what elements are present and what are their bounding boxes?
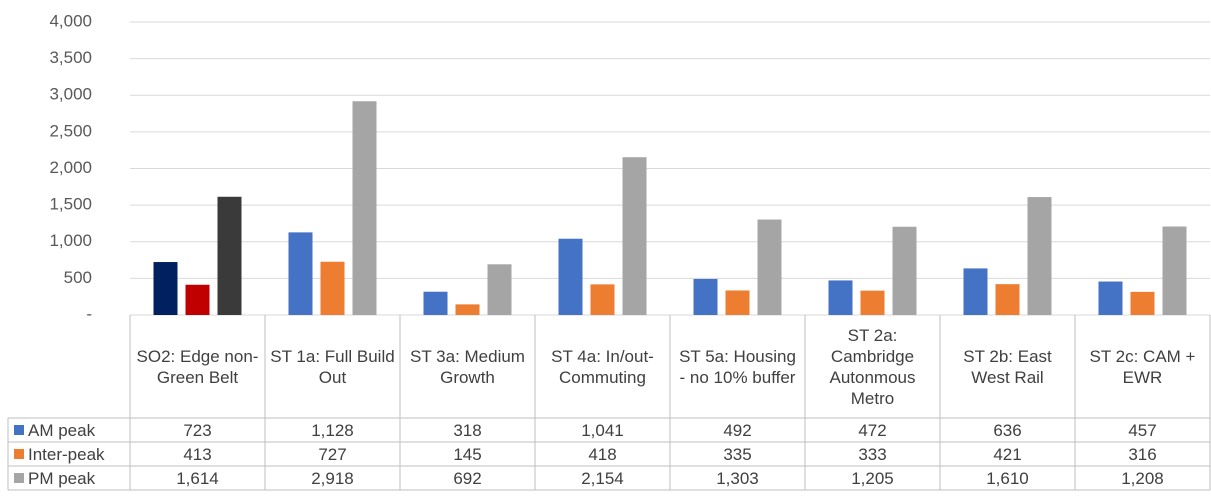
value-cell: 1,303 (716, 468, 759, 488)
bar (153, 262, 178, 315)
value-cell: 145 (453, 444, 482, 464)
bar (828, 280, 853, 315)
bar (1162, 226, 1187, 315)
legend-entry: PM peak (8, 466, 130, 490)
category-header: SO2: Edge non-Green Belt (136, 346, 259, 387)
category-header: ST 4a: In/out-Commuting (551, 346, 654, 387)
y-tick-label: 3,000 (49, 85, 92, 104)
category-header: ST 2a: Cambridge Autonmous Metro (829, 325, 916, 408)
legend-key (14, 425, 24, 435)
legend-label: PM peak (28, 468, 96, 488)
value-cell: 1,614 (176, 468, 219, 488)
bar (487, 264, 512, 315)
value-cell: 457 (1128, 420, 1157, 440)
bar (352, 101, 377, 315)
category-header: ST 2b: East West Rail (963, 346, 1052, 387)
y-tick-label: 3,500 (49, 48, 92, 67)
legend-label: Inter-peak (28, 444, 105, 464)
bar (288, 232, 313, 315)
value-cell: 492 (723, 420, 752, 440)
bar (217, 196, 242, 315)
value-cell: 1,205 (851, 468, 894, 488)
bar (860, 290, 885, 315)
category-header: ST 2c: CAM + EWR (1089, 346, 1196, 387)
value-cell: 318 (453, 420, 482, 440)
value-cell: 418 (588, 444, 617, 464)
category-header: ST 3a: Medium Growth (410, 346, 525, 387)
legend-key (14, 473, 24, 483)
value-cell: 333 (858, 444, 887, 464)
legend-key (14, 449, 24, 459)
legend-entry: Inter-peak (8, 442, 130, 466)
value-cell: 335 (723, 444, 752, 464)
y-tick-label: - (86, 304, 92, 323)
value-cell: 316 (1128, 444, 1157, 464)
bar (590, 284, 615, 315)
value-cell: 636 (993, 420, 1022, 440)
bar (320, 261, 345, 315)
bar (1130, 291, 1155, 315)
bar (558, 238, 583, 315)
value-cell: 2,154 (581, 468, 624, 488)
bar (455, 304, 480, 315)
bar (1027, 197, 1052, 315)
bar (423, 291, 448, 315)
bar (963, 268, 988, 315)
y-tick-label: 2,000 (49, 158, 92, 177)
y-tick-label: 4,000 (49, 11, 92, 30)
bar (757, 219, 782, 315)
legend-label: AM peak (28, 420, 96, 440)
bar (693, 278, 718, 315)
value-cell: 421 (993, 444, 1022, 464)
value-cell: 723 (183, 420, 212, 440)
value-cell: 1,128 (311, 420, 354, 440)
value-cell: 2,918 (311, 468, 354, 488)
y-tick-label: 500 (64, 268, 92, 287)
category-header: ST 5a: Housing - no 10% buffer (679, 346, 796, 387)
y-tick-label: 2,500 (49, 121, 92, 140)
y-tick-label: 1,000 (49, 231, 92, 250)
value-cell: 1,208 (1121, 468, 1164, 488)
value-cell: 727 (318, 444, 347, 464)
category-header: ST 1a: Full Build Out (270, 346, 395, 387)
bar (1098, 281, 1123, 315)
value-cell: 1,041 (581, 420, 624, 440)
bar (185, 284, 210, 315)
value-cell: 413 (183, 444, 212, 464)
legend-entry: AM peak (8, 418, 130, 442)
bar (892, 226, 917, 315)
bar (725, 290, 750, 315)
value-cell: 1,610 (986, 468, 1029, 488)
y-tick-label: 1,500 (49, 195, 92, 214)
bar (622, 157, 647, 315)
value-cell: 692 (453, 468, 482, 488)
value-cell: 472 (858, 420, 887, 440)
bar (995, 284, 1020, 315)
